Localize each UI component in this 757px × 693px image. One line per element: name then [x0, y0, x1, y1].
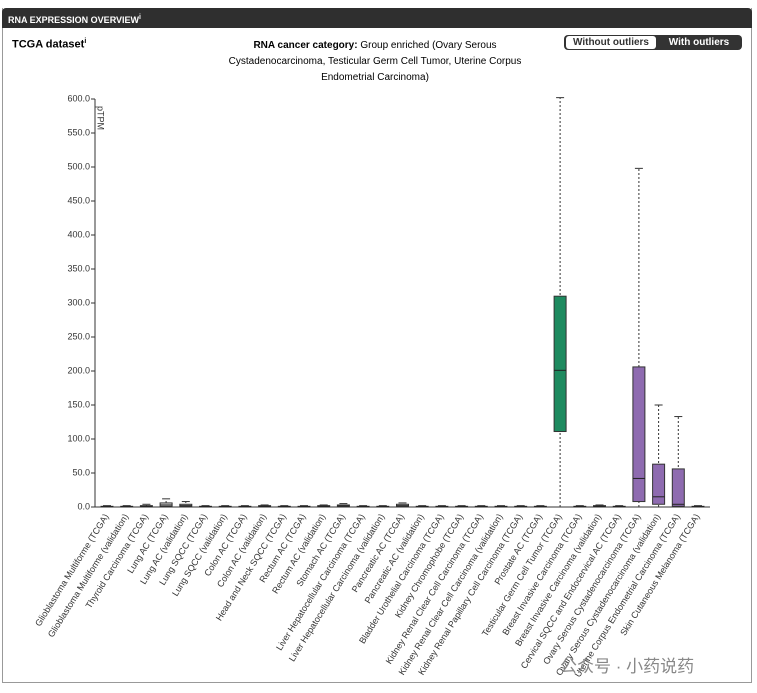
x-tick-label: Glioblastoma Multiforme (validation) — [46, 512, 131, 639]
y-tick-label: 400.0 — [67, 229, 90, 239]
y-tick-label: 350.0 — [67, 263, 90, 273]
box — [632, 366, 646, 503]
subtitle: RNA cancer category: Group enriched (Ova… — [205, 38, 545, 86]
watermark: 公众号 · 小药说药 — [560, 657, 695, 676]
y-tick-label: 250.0 — [67, 331, 90, 341]
subtitle-label: RNA cancer category: — [253, 40, 358, 51]
info-icon[interactable]: i — [139, 14, 141, 21]
dataset-text: TCGA dataset — [12, 38, 85, 51]
y-tick-label: 300.0 — [67, 297, 90, 307]
toggle-button[interactable]: Without outliers — [566, 36, 656, 49]
y-tick-label: 150.0 — [67, 399, 90, 409]
y-tick-label: 50.0 — [72, 467, 90, 477]
y-tick-label: 0.0 — [77, 501, 90, 511]
y-tick-label: 600.0 — [67, 93, 90, 103]
dataset-label: TCGA dataseti — [12, 38, 86, 51]
y-tick-label: 500.0 — [67, 161, 90, 171]
y-axis-label: pTPM — [96, 106, 106, 130]
box — [671, 468, 685, 507]
box — [553, 295, 567, 433]
subtitle-line: Group enriched (Ovary Serous — [360, 40, 497, 51]
panel — [2, 8, 752, 683]
toggle-button[interactable]: With outliers — [668, 37, 730, 48]
y-tick-label: 450.0 — [67, 195, 90, 205]
outlier-toggle: Without outliers With outliers — [564, 35, 742, 50]
header-bar: RNA EXPRESSION OVERVIEWi — [2, 8, 752, 28]
y-tick-label: 550.0 — [67, 127, 90, 137]
subtitle-line: Cystadenocarcinoma, Testicular Germ Cell… — [228, 56, 522, 67]
header-title: RNA EXPRESSION OVERVIEW — [8, 15, 140, 25]
y-tick-label: 200.0 — [67, 365, 90, 375]
y-tick-label: 100.0 — [67, 433, 90, 443]
subtitle-line: Endometrial Carcinoma) — [321, 72, 429, 83]
info-icon[interactable]: i — [84, 38, 87, 45]
box — [652, 463, 666, 505]
